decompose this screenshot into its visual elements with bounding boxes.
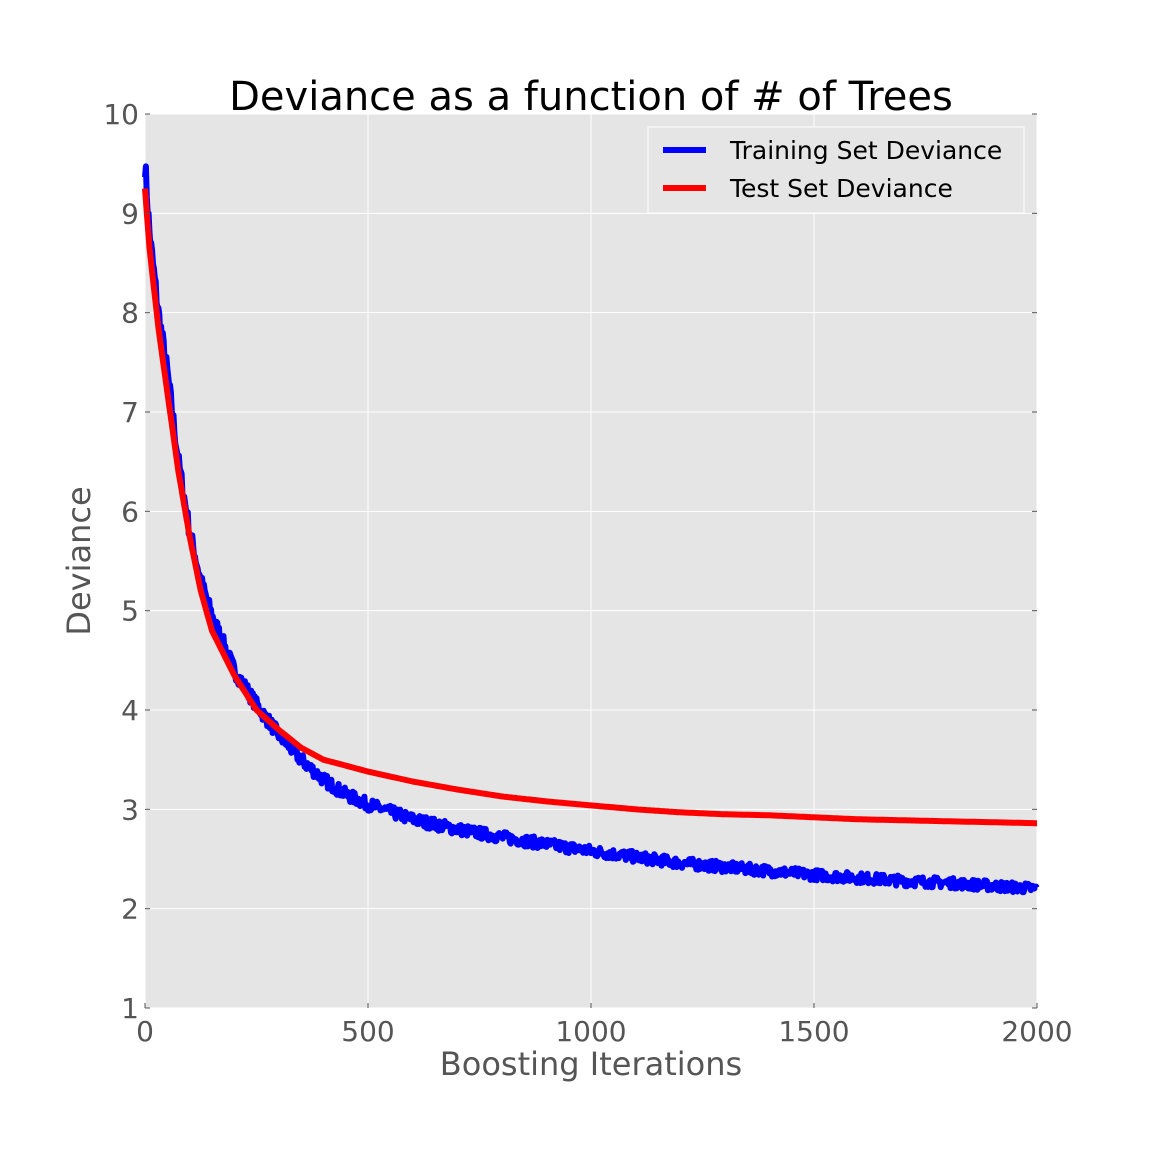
x-tick-label: 1000 <box>555 1015 626 1048</box>
x-tick-label: 500 <box>341 1015 394 1048</box>
series-line-test <box>142 188 1038 827</box>
legend-box <box>647 126 1025 214</box>
grid-lines <box>144 113 1038 1009</box>
y-tick-label: 1 <box>121 992 139 1025</box>
legend-label-test: Test Set Deviance <box>729 174 953 203</box>
y-tick-label: 10 <box>103 98 139 131</box>
legend: Training Set Deviance Test Set Deviance <box>647 126 1025 214</box>
y-axis-label: Deviance <box>60 486 98 635</box>
legend-label-training: Training Set Deviance <box>729 136 1002 165</box>
y-tick-label: 8 <box>121 297 139 330</box>
axis-ticks: 0 500 1000 1500 2000 1 2 3 4 5 6 7 8 9 10 <box>103 98 1072 1048</box>
y-tick-label: 3 <box>121 793 139 826</box>
y-tick-label: 7 <box>121 396 139 429</box>
x-tick-label: 2000 <box>1001 1015 1072 1048</box>
y-tick-label: 4 <box>121 694 139 727</box>
series-layer <box>142 163 1040 896</box>
chart-title: Deviance as a function of # of Trees <box>229 74 953 120</box>
y-tick-label: 5 <box>121 595 139 628</box>
x-tick-label: 1500 <box>778 1015 849 1048</box>
y-tick-label: 9 <box>121 197 139 230</box>
x-axis-label: Boosting Iterations <box>440 1045 742 1083</box>
x-tick-label: 0 <box>136 1015 154 1048</box>
y-tick-label: 2 <box>121 893 139 926</box>
y-tick-label: 6 <box>121 495 139 528</box>
